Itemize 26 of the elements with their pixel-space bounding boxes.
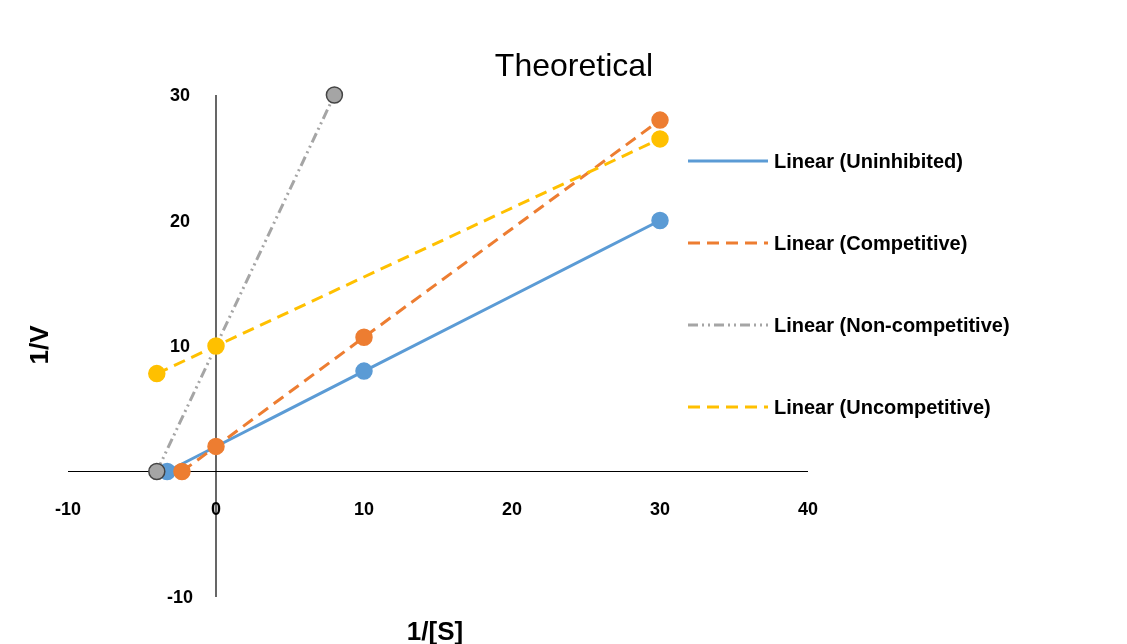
- legend-label: Linear (Competitive): [774, 232, 968, 254]
- point: [651, 130, 669, 148]
- point: [207, 437, 225, 456]
- legend-label: Linear (Uninhibited): [774, 150, 963, 172]
- y-tick-label: 10: [169, 336, 191, 356]
- point: [173, 462, 191, 481]
- point: [325, 86, 344, 104]
- legend-label: Linear (Non-competitive): [774, 314, 1010, 336]
- x-tick-label: 20: [501, 498, 523, 519]
- chart-title: Theoretical: [494, 47, 654, 83]
- x-tick-label: 30: [649, 498, 671, 519]
- point: [207, 337, 225, 355]
- point: [651, 111, 669, 129]
- legend-label: Linear (Uncompetitive): [774, 396, 991, 418]
- y-tick-label: -10: [166, 587, 194, 607]
- point: [148, 364, 166, 383]
- x-tick-label: 10: [353, 498, 375, 519]
- y-axis-title: 1/V: [24, 324, 54, 365]
- point: [651, 211, 669, 230]
- point: [148, 462, 166, 481]
- x-tick-label: -10: [54, 498, 82, 519]
- y-tick-label: 30: [169, 85, 191, 105]
- x-tick-label: 40: [797, 498, 819, 519]
- point: [355, 328, 373, 346]
- y-tick-label: 20: [169, 210, 191, 231]
- point: [355, 362, 373, 380]
